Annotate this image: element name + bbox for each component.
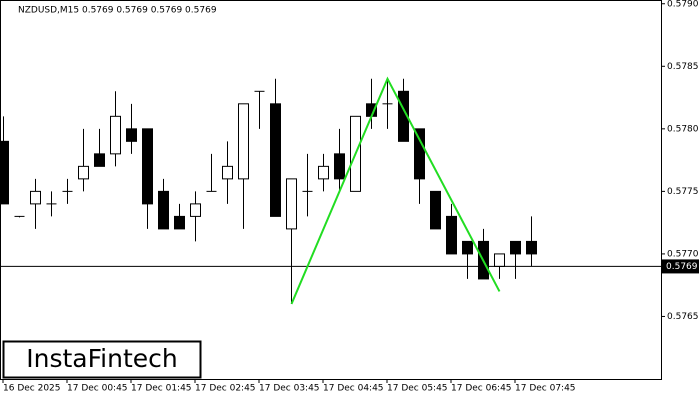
candle-body [494, 253, 505, 267]
candle-body [174, 215, 185, 230]
candle-body [286, 178, 297, 230]
x-tick-label: 17 Dec 00:45 [67, 384, 128, 394]
candle-body [142, 128, 153, 205]
current-price-box [662, 259, 699, 274]
candle-body [158, 190, 169, 230]
candle-body [0, 140, 9, 205]
candle-body [30, 190, 41, 205]
current-price-label: 0.5769 [666, 262, 698, 272]
x-tick-label: 17 Dec 03:45 [259, 384, 320, 394]
x-tick-label: 16 Dec 2025 [3, 384, 61, 394]
logo-box [2, 340, 202, 379]
candle-body [446, 215, 457, 255]
pattern-line [290, 76, 501, 305]
candle-body [414, 128, 425, 180]
y-tick-label: 0.5780 [667, 124, 699, 134]
logo: InstaFintech [26, 344, 178, 373]
candle-body [526, 240, 537, 255]
candle-body [222, 165, 233, 180]
x-tick-label: 17 Dec 07:45 [515, 384, 576, 394]
y-tick-label: 0.5785 [667, 62, 699, 72]
candle-body [510, 240, 521, 255]
x-tick-label: 17 Dec 01:45 [131, 384, 192, 394]
candle-body [430, 190, 441, 230]
candle-body [398, 90, 409, 142]
y-tick-label: 0.5775 [667, 187, 699, 197]
candle-body [78, 165, 89, 180]
y-tick-label: 0.5765 [667, 312, 699, 322]
candle-body [238, 103, 249, 180]
candle-body [190, 203, 201, 217]
x-tick-label: 17 Dec 02:45 [195, 384, 256, 394]
candle-body [334, 153, 345, 180]
candle-body [110, 115, 121, 155]
x-tick-label: 17 Dec 06:45 [451, 384, 512, 394]
y-tick-label: 0.5790 [667, 0, 699, 9]
candle-body [318, 165, 329, 180]
chart-title: NZDUSD,M15 0.5769 0.5769 0.5769 0.5769 [18, 6, 217, 16]
candle-body [126, 128, 137, 142]
candle-body [270, 103, 281, 217]
candle-body [462, 240, 473, 255]
y-tick-label: 0.5770 [667, 249, 699, 259]
candle-body [94, 153, 105, 167]
x-tick-label: 17 Dec 05:45 [387, 384, 448, 394]
x-tick-label: 17 Dec 04:45 [323, 384, 384, 394]
